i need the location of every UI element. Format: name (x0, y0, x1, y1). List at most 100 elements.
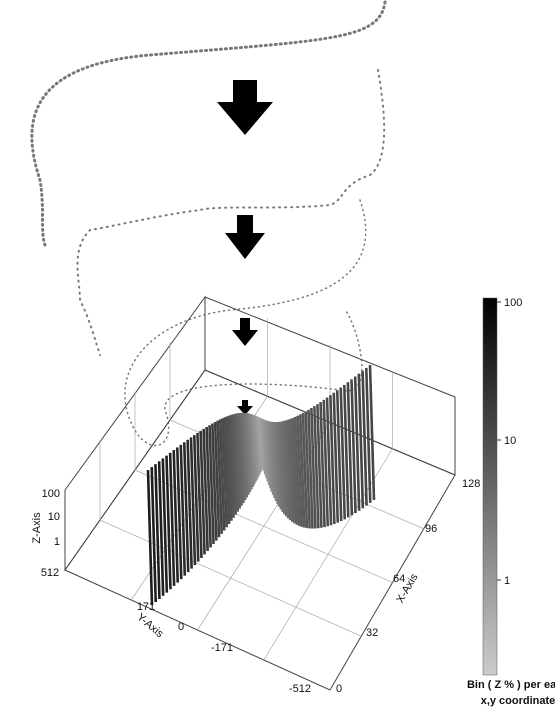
arrow (217, 80, 273, 135)
surface-bar (146, 469, 154, 606)
surface-bar (243, 412, 250, 495)
surface-bar (186, 439, 193, 569)
surface-bar (298, 414, 306, 528)
surface-bar (196, 432, 203, 559)
z-tick-label: 1 (54, 536, 60, 548)
surface-bar (313, 406, 320, 529)
surface-bar (218, 419, 226, 531)
surface-bar (216, 420, 224, 534)
surface-bar (287, 419, 294, 522)
surface-bar (296, 415, 304, 527)
surface-bar (246, 413, 253, 490)
surface-bar (332, 392, 340, 523)
surface-bar (157, 461, 165, 596)
surface-bar (316, 404, 323, 528)
surface-bar (221, 418, 229, 528)
colorbar (482, 297, 498, 676)
surface-bar (161, 458, 169, 593)
surface-bar (357, 373, 365, 509)
surface-bar (165, 455, 172, 590)
surface-bar (342, 384, 350, 518)
surface-bar (329, 395, 336, 525)
colorbar-tick-label: 1 (504, 575, 510, 587)
colorbar-tick-label: 10 (504, 435, 516, 447)
y-axis-title: Y-Axis (134, 611, 166, 640)
dotted-curve (30, 0, 387, 247)
surface-bar (301, 412, 309, 529)
surface-bar (250, 414, 257, 483)
surface-bar (213, 422, 221, 538)
surface-bar (284, 420, 292, 521)
surface-bar (239, 412, 247, 501)
surface-bar (335, 390, 343, 522)
y-tick-label: -512 (289, 683, 311, 695)
dotted-curve (76, 69, 386, 356)
surface-bar (279, 421, 286, 515)
surface-bar (364, 367, 372, 503)
surface-bar (236, 413, 243, 506)
surface-bar (179, 444, 187, 576)
surface-bar (192, 435, 200, 562)
surface-ribbon (146, 364, 376, 606)
surface-bar (319, 402, 326, 528)
surface-bar (234, 413, 242, 509)
surface-bar (310, 407, 317, 529)
y-tick-label: 512 (41, 567, 59, 579)
colorbar-tick-label: 100 (504, 297, 522, 309)
surface-bar (154, 464, 161, 600)
surface-bar (270, 421, 278, 502)
surface-bar (247, 413, 255, 488)
surface-bar (293, 416, 301, 526)
surface-bar (241, 412, 249, 498)
surface-bar (307, 409, 314, 529)
x-tick-label: 32 (366, 627, 378, 639)
surface-bar (272, 421, 279, 504)
y-tick-label: 171 (137, 601, 155, 613)
surface-bar (208, 425, 215, 545)
surface-bar (322, 399, 330, 527)
surface-bar (189, 437, 197, 566)
surface-bar (368, 364, 376, 501)
surface-bar (353, 376, 361, 511)
colorbar-label: x,y coordinate (481, 695, 555, 707)
plot-box (64, 295, 456, 691)
surface-bar (346, 382, 354, 516)
surface-bar (282, 420, 290, 519)
surface-bar (361, 370, 368, 506)
surface-bar (205, 426, 212, 548)
z-axis-title: Z-Axis (31, 512, 43, 544)
y-tick-label: -171 (211, 642, 233, 654)
surface-bar (226, 416, 233, 521)
surface-bar (248, 413, 256, 485)
surface-bar (325, 397, 333, 526)
x-tick-label: 0 (336, 683, 342, 695)
surface-bar (275, 421, 283, 510)
arrow (225, 215, 265, 259)
surface-bar (289, 418, 296, 524)
colorbar-label: Bin ( Z % ) per each (467, 679, 555, 691)
arrow (237, 400, 253, 415)
grid-line (263, 448, 393, 661)
surface-bar (228, 415, 235, 518)
surface-bar (211, 423, 218, 541)
surface-bar (202, 428, 209, 551)
surface-bar (339, 387, 347, 520)
z-tick-label: 100 (42, 488, 60, 500)
surface-bar (175, 447, 183, 580)
surface-bar (230, 414, 238, 515)
x-tick-label: 96 (425, 523, 437, 535)
surface-bar (223, 417, 231, 525)
x-tick-label: 64 (393, 573, 405, 585)
surface-bar (150, 467, 158, 603)
surface-bar (350, 379, 357, 514)
arrow (232, 318, 258, 346)
surface-bar (238, 413, 245, 504)
surface-bar (269, 421, 276, 499)
surface-bar (232, 414, 240, 512)
x-tick-label: 128 (462, 478, 480, 490)
surface-bar (244, 413, 252, 493)
surface-bar (168, 452, 176, 587)
surface-bar (277, 421, 284, 512)
surface-bar (273, 422, 281, 507)
